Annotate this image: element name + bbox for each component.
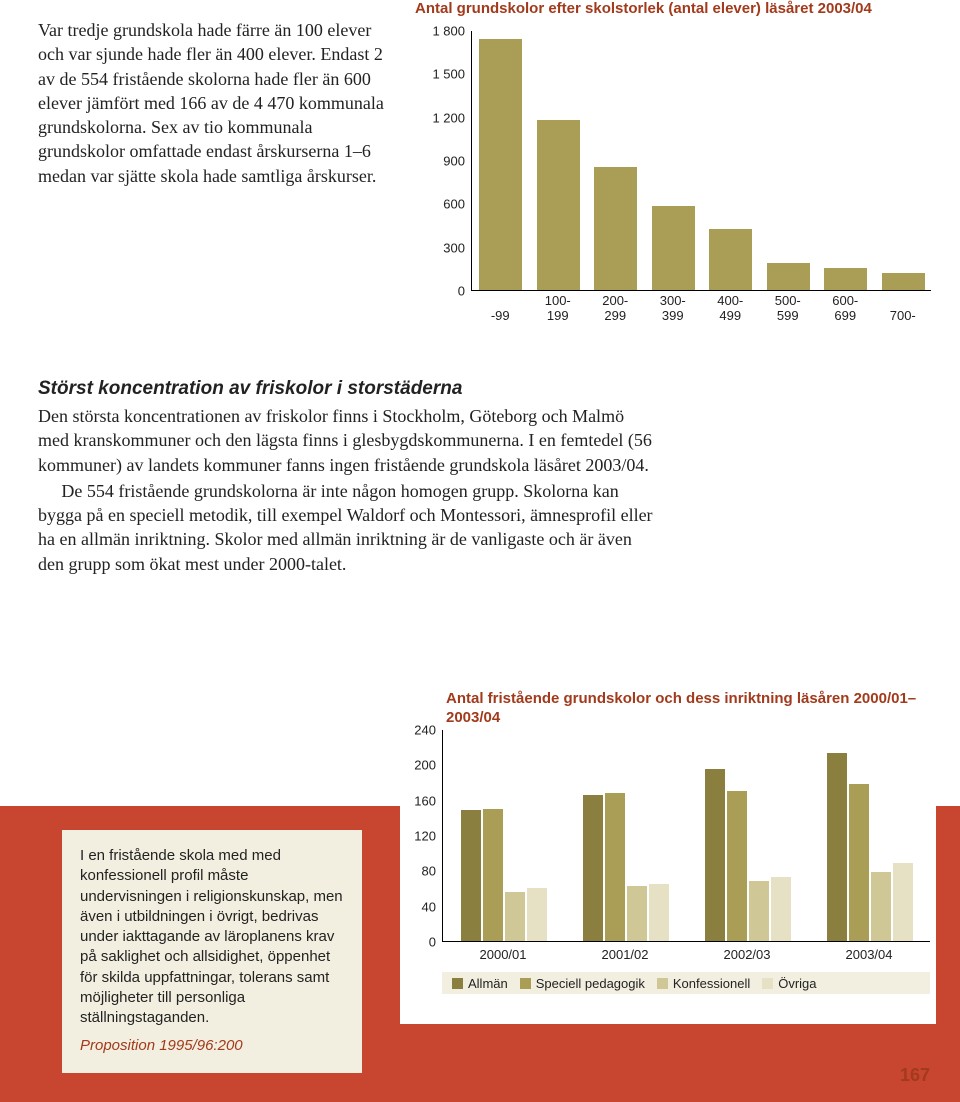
chart1-ytick: 0 <box>415 284 465 299</box>
chart2-ytick: 240 <box>400 723 436 738</box>
chart2-ytick: 160 <box>400 793 436 808</box>
chart1-bar <box>767 263 810 290</box>
chart2-ytick: 0 <box>400 935 436 950</box>
chart2-xtick: 2000/01 <box>453 947 553 962</box>
chart1-canvas: 0 300 600 900 1 200 1 500 1 800 -99 100- 199 200-… <box>415 23 935 323</box>
chart2-bar <box>705 769 726 941</box>
chart2-xtick: 2001/02 <box>575 947 675 962</box>
body-p1: Den största koncentrationen av friskolor… <box>38 404 658 477</box>
chart2-bar <box>871 872 892 941</box>
quote-source: Proposition 1995/96:200 <box>80 1036 344 1056</box>
chart1-ytick: 1 800 <box>415 24 465 39</box>
legend-swatch <box>452 978 463 989</box>
subheading: Störst koncentration av friskolor i stor… <box>38 378 658 400</box>
intro-paragraph: Var tredje grundskola hade färre än 100 … <box>38 18 398 188</box>
chart2-bar <box>849 784 870 941</box>
chart1-bar <box>882 273 925 290</box>
legend-item: Speciell pedagogik <box>520 976 645 991</box>
chart2-bar <box>461 810 482 941</box>
chart1-ytick: 1 500 <box>415 67 465 82</box>
chart1-xtick: 100- 199 <box>535 294 580 323</box>
chart-friskolor-inriktning: Allmän Speciell pedagogik Konfessionell Övr… <box>400 724 936 994</box>
chart1-plot <box>471 31 931 291</box>
body-text-block: Störst koncentration av friskolor i stor… <box>38 378 658 578</box>
chart2-xtick: 2002/03 <box>697 947 797 962</box>
chart1-ytick: 600 <box>415 197 465 212</box>
chart1-bar <box>824 268 867 290</box>
legend-label: Allmän <box>468 976 508 991</box>
chart2-bar <box>527 888 548 941</box>
chart2-bar <box>771 877 792 941</box>
chart1-xtick: 400- 499 <box>708 294 753 323</box>
chart1-xtick: 500- 599 <box>765 294 810 323</box>
chart2-bar <box>627 886 648 941</box>
legend-item: Konfessionell <box>657 976 750 991</box>
chart-school-size: Antal grundskolor efter skolstorlek (ant… <box>415 0 935 323</box>
chart2-plot <box>442 730 930 942</box>
legend-label: Speciell pedagogik <box>536 976 645 991</box>
chart2-bar <box>749 881 770 941</box>
page: Var tredje grundskola hade färre än 100 … <box>0 0 960 1102</box>
chart1-bar <box>479 39 522 290</box>
chart2-ytick: 80 <box>400 864 436 879</box>
chart1-xtick: -99 <box>478 309 523 323</box>
chart1-xtick: 600- 699 <box>823 294 868 323</box>
chart1-ytick: 900 <box>415 154 465 169</box>
chart2-ytick: 40 <box>400 899 436 914</box>
chart2-bar <box>583 795 604 941</box>
chart1-bar <box>537 120 580 290</box>
quote-text: I en fristående skola med med konfession… <box>80 846 344 1028</box>
intro-paragraph-block: Var tredje grundskola hade färre än 100 … <box>38 18 398 188</box>
legend-item: Allmän <box>452 976 508 991</box>
chart2-bar <box>505 892 526 941</box>
chart2-bar <box>727 791 748 941</box>
chart2-ytick: 200 <box>400 758 436 773</box>
chart2-bar <box>649 884 670 941</box>
legend-swatch <box>762 978 773 989</box>
legend-label: Övriga <box>778 976 816 991</box>
chart2-bar <box>483 809 504 942</box>
chart1-ytick: 1 200 <box>415 110 465 125</box>
chart1-bar <box>594 167 637 290</box>
chart2-ytick: 120 <box>400 829 436 844</box>
chart1-xtick: 700- <box>880 309 925 323</box>
legend-swatch <box>657 978 668 989</box>
chart1-title: Antal grundskolor efter skolstorlek (ant… <box>415 0 935 17</box>
chart2-xtick: 2003/04 <box>819 947 919 962</box>
legend-item: Övriga <box>762 976 816 991</box>
page-number: 167 <box>900 1065 930 1086</box>
quote-box: I en fristående skola med med konfession… <box>62 830 362 1073</box>
chart2-title: Antal fristående grundskolor och dess in… <box>446 690 936 728</box>
legend-label: Konfessionell <box>673 976 750 991</box>
chart1-bar <box>709 229 752 290</box>
legend-swatch <box>520 978 531 989</box>
chart1-xtick: 200- 299 <box>593 294 638 323</box>
chart2-bar <box>605 793 626 941</box>
body-p2: De 554 fristående grundskolorna är inte … <box>38 479 658 576</box>
chart2-bar <box>827 753 848 941</box>
chart2-legend: Allmän Speciell pedagogik Konfessionell Övr… <box>442 972 930 994</box>
chart2-bar <box>893 863 914 941</box>
chart1-ytick: 300 <box>415 240 465 255</box>
chart1-bar <box>652 206 695 290</box>
chart1-xtick: 300- 399 <box>650 294 695 323</box>
